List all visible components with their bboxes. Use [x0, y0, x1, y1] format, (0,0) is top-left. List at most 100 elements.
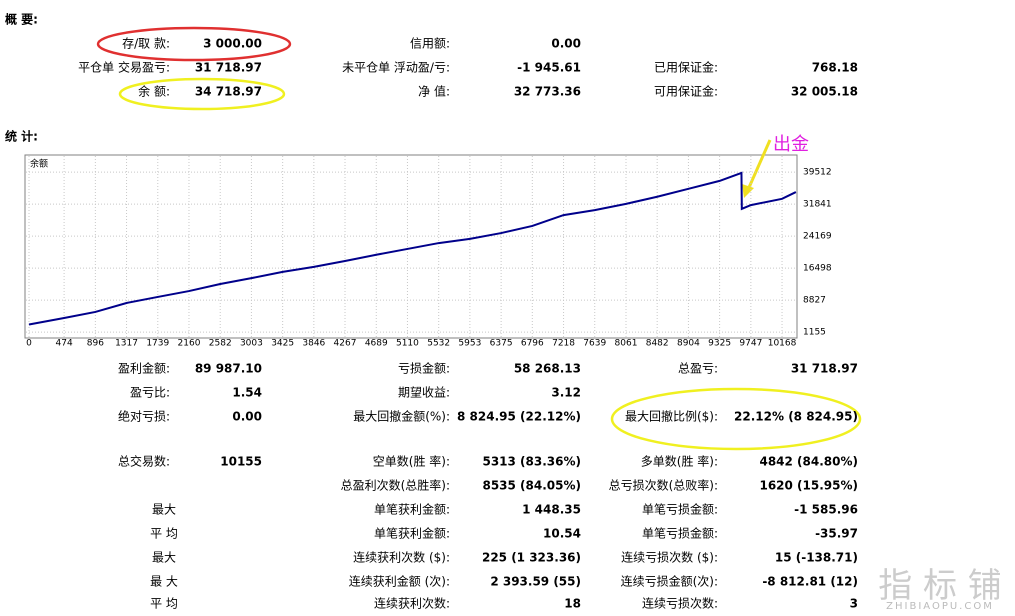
- field-label: 总亏损次数(总败率):: [609, 478, 718, 493]
- field-label: 总盈利次数(总胜率):: [341, 478, 450, 493]
- row-label: 平 均: [150, 527, 178, 541]
- field-value: 4842 (84.80%): [759, 455, 858, 469]
- field-label: 已用保证金:: [654, 60, 718, 75]
- field-value: 8 824.95 (22.12%): [457, 410, 581, 424]
- field-label: 存/取 款:: [122, 37, 170, 51]
- x-tick-label: 7639: [583, 339, 606, 349]
- field-label: 期望收益:: [398, 386, 450, 400]
- field-label: 单笔获利金额:: [374, 526, 450, 541]
- field-label: 总交易数:: [118, 454, 170, 469]
- x-tick-label: 7218: [552, 339, 575, 349]
- x-tick-label: 4267: [334, 339, 357, 349]
- row-label: 平 均: [150, 597, 178, 611]
- highlight-yellow: [118, 77, 286, 111]
- field-label: 连续亏损次数:: [642, 596, 718, 611]
- x-tick-label: 8061: [615, 339, 638, 349]
- y-tick-label: 8827: [803, 296, 826, 306]
- watermark: 指 标 铺: [878, 566, 1002, 606]
- field-value: 225 (1 323.36): [482, 551, 581, 565]
- field-value: 10.54: [543, 527, 581, 541]
- field-value: 3 000.00: [203, 37, 262, 51]
- field-value: 3.12: [551, 386, 581, 400]
- row-label: 最大: [152, 551, 176, 565]
- field-label: 绝对亏损:: [118, 409, 170, 424]
- x-tick-label: 2582: [209, 339, 232, 349]
- x-tick-label: 896: [87, 339, 104, 349]
- field-value: 1.54: [232, 386, 262, 400]
- x-tick-label: 1739: [146, 339, 169, 349]
- field-label: 连续亏损次数 ($):: [621, 550, 718, 565]
- field-value: 31 718.97: [195, 61, 262, 75]
- stats-title: 统 计:: [5, 129, 38, 144]
- row-label: 最 大: [150, 575, 178, 589]
- field-value: -35.97: [815, 527, 858, 541]
- field-label: 连续获利次数:: [374, 596, 450, 611]
- field-value: 0.00: [232, 410, 262, 424]
- highlight-yellow: [610, 387, 862, 451]
- annotation: 出金: [773, 134, 809, 155]
- field-value: -1 585.96: [794, 503, 858, 517]
- field-label: 未平仓单 浮动盈/亏:: [342, 61, 450, 75]
- field-value: 10155: [220, 455, 262, 469]
- chart-frame: [24, 154, 798, 339]
- field-value: -8 812.81 (12): [762, 575, 858, 589]
- field-label: 总盈亏:: [678, 362, 718, 376]
- field-value: 18: [564, 597, 581, 611]
- field-label: 净 值:: [418, 84, 450, 99]
- field-label: 单笔亏损金额:: [642, 502, 718, 517]
- field-value: 3: [850, 597, 858, 611]
- field-value: 34 718.97: [195, 85, 262, 99]
- x-tick-label: 4689: [365, 339, 388, 349]
- x-tick-label: 9747: [739, 339, 762, 349]
- field-value: 89 987.10: [195, 362, 262, 376]
- x-tick-label: 474: [56, 339, 73, 349]
- field-value: 31 718.97: [791, 362, 858, 376]
- x-tick-label: 0: [26, 339, 32, 349]
- field-value: 58 268.13: [514, 362, 581, 376]
- field-label: 信用额:: [410, 37, 450, 51]
- y-tick-label: 1155: [803, 328, 826, 338]
- field-label: 盈亏比:: [130, 386, 170, 400]
- field-label: 最大回撤比例($):: [625, 409, 718, 424]
- x-tick-label: 8482: [646, 339, 669, 349]
- x-tick-label: 10168: [768, 339, 797, 349]
- field-label: 单笔亏损金额:: [642, 526, 718, 541]
- x-tick-label: 9325: [708, 339, 731, 349]
- x-tick-label: 6796: [521, 339, 544, 349]
- x-tick-label: 1317: [115, 339, 138, 349]
- row-label: 最大: [152, 503, 176, 517]
- field-value: 5313 (83.36%): [482, 455, 581, 469]
- chart-title: 余额: [30, 158, 48, 170]
- field-value: 1 448.35: [522, 503, 581, 517]
- x-tick-label: 3425: [271, 339, 294, 349]
- y-tick-label: 16498: [803, 264, 832, 274]
- field-label: 连续获利次数 ($):: [353, 550, 450, 565]
- x-tick-label: 5110: [396, 339, 419, 349]
- x-tick-label: 5953: [458, 339, 481, 349]
- x-tick-label: 2160: [178, 339, 201, 349]
- x-tick-label: 3003: [240, 339, 263, 349]
- field-label: 亏损金额:: [398, 361, 450, 376]
- y-tick-label: 24169: [803, 232, 832, 242]
- x-tick-label: 3846: [302, 339, 325, 349]
- arrow-head: [742, 184, 754, 198]
- field-value: 8535 (84.05%): [482, 479, 581, 493]
- highlight-red: [96, 26, 292, 62]
- field-value: 768.18: [812, 61, 858, 75]
- field-label: 连续获利金额 (次):: [349, 574, 450, 589]
- field-label: 可用保证金:: [654, 84, 718, 99]
- x-tick-label: 8904: [677, 339, 700, 349]
- field-value: 32 773.36: [514, 85, 581, 99]
- field-label: 空单数(胜 率):: [373, 454, 450, 469]
- field-label: 多单数(胜 率):: [641, 454, 718, 469]
- x-tick-label: 6375: [490, 339, 513, 349]
- x-tick-label: 5532: [427, 339, 450, 349]
- field-value: 1620 (15.95%): [759, 479, 858, 493]
- field-value: 15 (-138.71): [775, 551, 858, 565]
- field-label: 平仓单 交易盈亏:: [78, 60, 170, 75]
- field-value: 2 393.59 (55): [490, 575, 581, 589]
- y-tick-label: 31841: [803, 200, 832, 210]
- summary-title: 概 要:: [5, 12, 38, 27]
- field-value: -1 945.61: [517, 61, 581, 75]
